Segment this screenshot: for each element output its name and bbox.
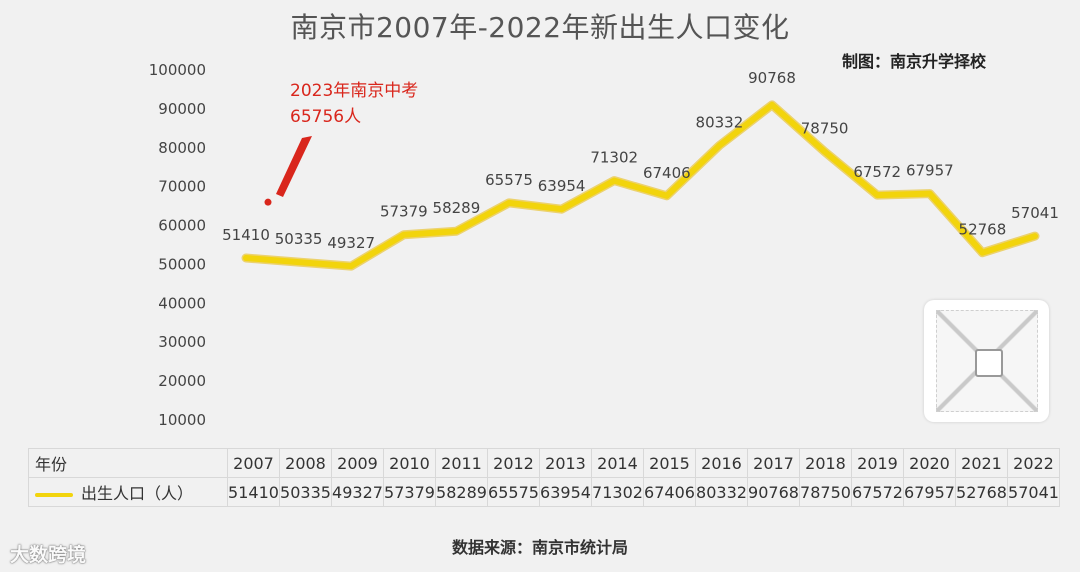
series-line bbox=[243, 101, 1038, 270]
data-label: 67572 bbox=[853, 163, 901, 181]
table-series-label: 出生人口（人） bbox=[81, 484, 194, 503]
data-label: 57379 bbox=[380, 203, 428, 221]
table-value-cell: 78750 bbox=[799, 477, 852, 507]
table-year-cell: 2018 bbox=[799, 448, 852, 478]
table-year-cell: 2010 bbox=[383, 448, 436, 478]
table-value-cell: 80332 bbox=[695, 477, 748, 507]
annotation-point bbox=[264, 198, 272, 206]
annotation-line2: 65756人 bbox=[290, 107, 361, 127]
annotation-line1: 2023年南京中考 bbox=[290, 81, 418, 101]
qr-code-overlay bbox=[924, 300, 1049, 422]
y-tick-label: 50000 bbox=[158, 255, 206, 273]
table-value-cell: 49327 bbox=[331, 477, 384, 507]
table-year-cell: 2014 bbox=[591, 448, 644, 478]
table-value-cell: 67957 bbox=[903, 477, 956, 507]
table-value-cell: 58289 bbox=[435, 477, 488, 507]
y-tick-label: 30000 bbox=[158, 333, 206, 351]
table-year-cell: 2021 bbox=[955, 448, 1008, 478]
table-value-cell: 63954 bbox=[539, 477, 592, 507]
table-year-cell: 2011 bbox=[435, 448, 488, 478]
annotation-arrow bbox=[276, 136, 312, 197]
table-year-cell: 2015 bbox=[643, 448, 696, 478]
table-row-years: 年份 2007 2008 2009 2010 2011 2012 2013 2014 2015 2… bbox=[28, 448, 1060, 478]
table-value-cell: 57379 bbox=[383, 477, 436, 507]
table-year-cell: 2020 bbox=[903, 448, 956, 478]
table-year-cell: 2013 bbox=[539, 448, 592, 478]
table-value-cell: 71302 bbox=[591, 477, 644, 507]
table-year-cell: 2017 bbox=[747, 448, 800, 478]
y-tick-label: 80000 bbox=[158, 139, 206, 157]
data-label: 57041 bbox=[1011, 204, 1059, 222]
table-value-cell: 52768 bbox=[955, 477, 1008, 507]
data-label: 80332 bbox=[696, 113, 744, 131]
data-label: 67406 bbox=[643, 164, 691, 182]
watermark-logo: 大数跨境 bbox=[10, 544, 87, 566]
data-label: 50335 bbox=[275, 230, 323, 248]
legend-swatch bbox=[35, 492, 73, 497]
y-tick-label: 100000 bbox=[149, 61, 206, 79]
table-year-cell: 2022 bbox=[1007, 448, 1060, 478]
line-chart: 10000 20000 30000 40000 50000 60000 70000 80000… bbox=[149, 61, 1059, 429]
data-label: 51410 bbox=[222, 226, 270, 244]
data-source: 数据来源：南京市统计局 bbox=[451, 538, 628, 557]
data-label: 67957 bbox=[906, 162, 954, 180]
table-value-cell: 90768 bbox=[747, 477, 800, 507]
qr-code-icon bbox=[936, 310, 1038, 412]
table-row-values: 出生人口（人） 51410 50335 49327 57379 58289 65575 63… bbox=[28, 477, 1060, 507]
data-label: 65575 bbox=[485, 171, 533, 189]
data-label: 90768 bbox=[748, 69, 796, 87]
table-year-cell: 2008 bbox=[279, 448, 332, 478]
data-label: 52768 bbox=[959, 221, 1007, 239]
chart-credit: 制图：南京升学择校 bbox=[842, 52, 987, 71]
table-value-cell: 51410 bbox=[227, 477, 280, 507]
data-label: 49327 bbox=[327, 234, 375, 252]
table-value-cell: 57041 bbox=[1007, 477, 1060, 507]
table-header-label: 年份 bbox=[28, 448, 228, 478]
table-value-cell: 67572 bbox=[851, 477, 904, 507]
table-year-cell: 2007 bbox=[227, 448, 280, 478]
y-tick-label: 10000 bbox=[158, 411, 206, 429]
table-value-cell: 50335 bbox=[279, 477, 332, 507]
data-label: 71302 bbox=[590, 149, 638, 167]
data-label: 58289 bbox=[433, 199, 481, 217]
table-value-cell: 67406 bbox=[643, 477, 696, 507]
table-year-cell: 2012 bbox=[487, 448, 540, 478]
y-tick-label: 70000 bbox=[158, 178, 206, 196]
chart-title: 南京市2007年-2022年新出生人口变化 bbox=[290, 11, 790, 44]
table-year-cell: 2009 bbox=[331, 448, 384, 478]
y-tick-label: 40000 bbox=[158, 294, 206, 312]
table-series-label-cell: 出生人口（人） bbox=[28, 477, 228, 507]
data-label: 78750 bbox=[801, 120, 849, 138]
y-tick-label: 20000 bbox=[158, 372, 206, 390]
data-label: 63954 bbox=[538, 177, 586, 195]
data-table: 年份 2007 2008 2009 2010 2011 2012 2013 2014 2015 2… bbox=[28, 448, 1060, 507]
table-value-cell: 65575 bbox=[487, 477, 540, 507]
table-year-cell: 2016 bbox=[695, 448, 748, 478]
y-tick-label: 90000 bbox=[158, 100, 206, 118]
table-year-cell: 2019 bbox=[851, 448, 904, 478]
y-tick-label: 60000 bbox=[158, 217, 206, 235]
